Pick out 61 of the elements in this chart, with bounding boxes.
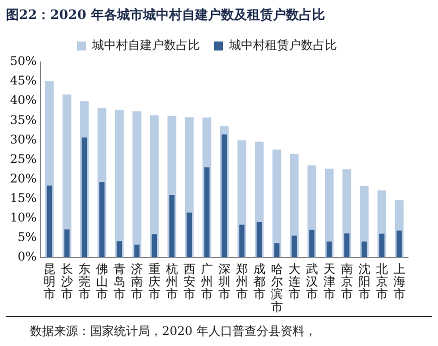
bar [379, 234, 384, 258]
bar [99, 182, 105, 258]
bar [239, 224, 244, 258]
x-tick-label: 北京市 [376, 262, 388, 302]
legend-label: 城中村自建户数占比 [91, 38, 200, 52]
bar [152, 234, 157, 258]
y-tick-label: 35% [10, 112, 37, 127]
x-tick-label: 武汉市 [306, 262, 318, 302]
y-tick-label: 0% [18, 250, 37, 264]
bar [396, 230, 402, 258]
y-tick-label: 40% [10, 93, 37, 108]
chart-title: 图22：2020 年各城市城中村自建户数及租赁户数占比 [6, 6, 326, 25]
x-tick-label: 大连市 [288, 262, 300, 302]
bar [62, 94, 72, 258]
bar [204, 167, 210, 258]
x-tick-label: 青岛市 [113, 262, 126, 302]
bar [222, 134, 227, 258]
bar [46, 186, 52, 258]
bar [272, 150, 282, 258]
x-tick-label: 广州市 [200, 262, 213, 302]
bar [344, 233, 350, 258]
x-tick-label: 西安市 [183, 262, 196, 302]
y-tick-label: 50% [10, 54, 37, 68]
x-tick-label: 沈阳市 [358, 262, 370, 302]
bar [362, 242, 367, 258]
x-tick-label: 郑州市 [236, 262, 248, 302]
bar [115, 110, 124, 258]
x-tick-label: 济南市 [130, 262, 143, 302]
x-tick-label: 昆明市 [43, 262, 56, 302]
bar [274, 243, 280, 258]
bar [64, 229, 70, 258]
x-tick-label: 杭州市 [164, 262, 178, 302]
source-note: 数据来源：国家统计局，2020 年人口普查分县资料， [30, 323, 318, 340]
y-tick-label: 45% [10, 74, 37, 88]
x-tick-label: 哈尔滨市 [270, 262, 283, 314]
x-tick-label: 天津市 [323, 262, 336, 302]
bar [256, 222, 262, 258]
x-tick-label: 深圳市 [217, 262, 230, 302]
y-tick-label: 25% [10, 152, 37, 166]
bar [132, 111, 142, 258]
bar [134, 244, 140, 258]
bar [326, 242, 332, 258]
bar [309, 230, 314, 258]
x-tick-label: 长沙市 [60, 262, 73, 302]
y-tick-label: 30% [10, 132, 37, 146]
y-tick-label: 10% [10, 210, 37, 225]
x-tick-label: 南京市 [340, 262, 353, 302]
x-tick-label: 佛山市 [96, 262, 108, 302]
bar [82, 138, 88, 258]
y-tick-label: 5% [18, 230, 37, 244]
bar [116, 241, 122, 258]
y-tick-label: 20% [10, 171, 37, 186]
bar [186, 212, 192, 258]
x-tick-label: 东莞市 [78, 262, 90, 302]
legend-label: 城中村租赁户数占比 [228, 38, 337, 52]
bar [292, 236, 297, 258]
bar [169, 195, 174, 258]
x-tick-label: 重庆市 [148, 262, 160, 302]
x-tick-label: 上海市 [393, 262, 406, 302]
y-tick-label: 15% [10, 191, 37, 206]
x-tick-label: 成都市 [253, 262, 266, 302]
